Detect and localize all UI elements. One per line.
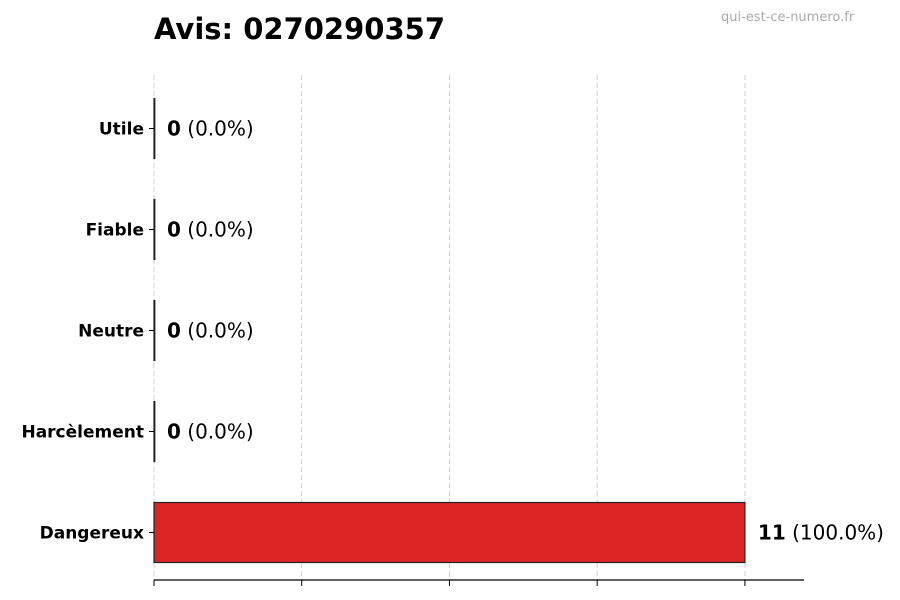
bar (153, 299, 156, 362)
data-label: 0 (0.0%) (167, 420, 254, 444)
y-tick-label: Neutre (78, 322, 144, 342)
watermark: qui-est-ce-numero.fr (721, 10, 855, 25)
data-label: 11 (100.0%) (758, 521, 884, 545)
chart-title: Avis: 0270290357 (154, 12, 445, 46)
data-label-value: 11 (758, 521, 786, 545)
data-label-percent: (0.0%) (181, 420, 254, 444)
y-tick-label: Utile (99, 120, 144, 140)
data-label-percent: (0.0%) (181, 117, 254, 141)
y-tick-label: Dangereux (40, 524, 144, 544)
data-label: 0 (0.0%) (167, 319, 254, 343)
data-label: 0 (0.0%) (167, 218, 254, 242)
data-label: 0 (0.0%) (167, 117, 254, 141)
data-label-value: 0 (167, 117, 181, 141)
data-label-value: 0 (167, 218, 181, 242)
y-tick-label: Harcèlement (21, 423, 144, 443)
bar (153, 400, 156, 463)
bar (153, 198, 156, 261)
data-label-value: 0 (167, 319, 181, 343)
bar (153, 97, 156, 160)
data-label-value: 0 (167, 420, 181, 444)
y-tick-label: Fiable (86, 221, 144, 241)
data-label-percent: (100.0%) (786, 521, 884, 545)
data-label-percent: (0.0%) (181, 319, 254, 343)
data-label-percent: (0.0%) (181, 218, 254, 242)
bar (153, 501, 746, 564)
